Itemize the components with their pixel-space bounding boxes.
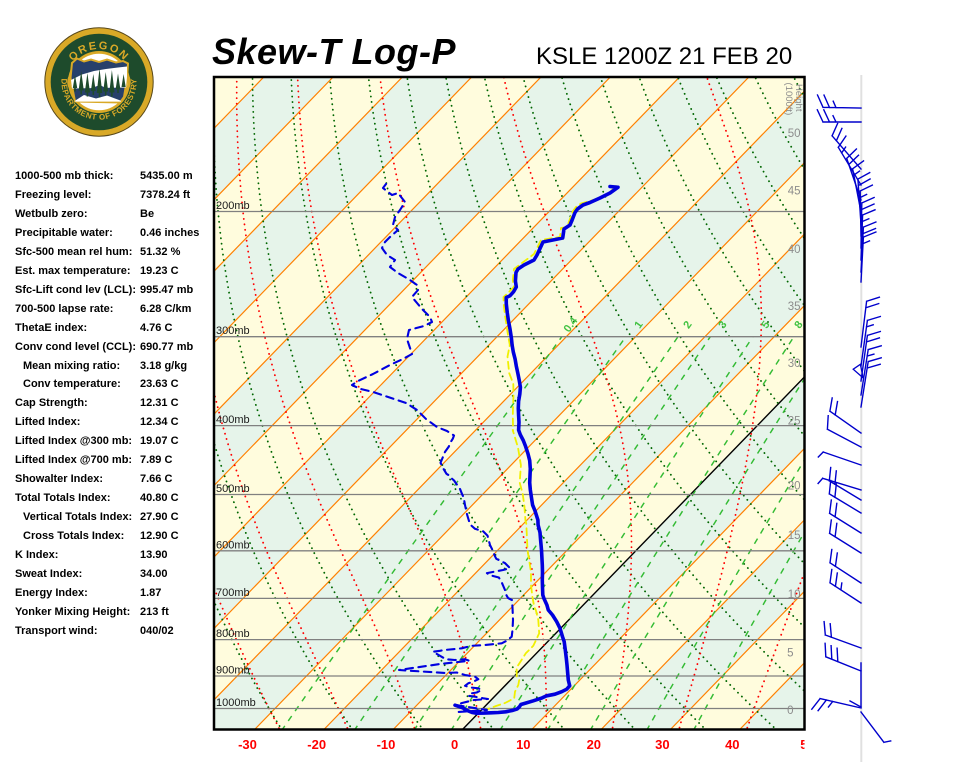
- svg-text:30: 30: [655, 737, 669, 752]
- svg-text:500mb: 500mb: [216, 483, 250, 495]
- svg-text:45: 45: [788, 186, 801, 198]
- svg-text:400mb: 400mb: [216, 414, 250, 426]
- svg-text:5: 5: [787, 647, 793, 659]
- svg-text:700mb: 700mb: [216, 587, 250, 599]
- svg-text:40: 40: [788, 244, 801, 256]
- svg-text:0: 0: [451, 737, 458, 752]
- svg-text:300mb: 300mb: [216, 325, 250, 337]
- svg-text:-10: -10: [377, 737, 396, 752]
- svg-text:600mb: 600mb: [216, 539, 250, 551]
- svg-text:50: 50: [788, 128, 801, 140]
- svg-text:10: 10: [516, 737, 530, 752]
- svg-text:10: 10: [788, 589, 801, 601]
- svg-text:200mb: 200mb: [216, 200, 250, 212]
- svg-text:40: 40: [725, 737, 739, 752]
- svg-text:50: 50: [800, 737, 814, 752]
- svg-text:30: 30: [788, 358, 801, 370]
- svg-text:25: 25: [788, 416, 801, 428]
- svg-text:20: 20: [788, 480, 801, 492]
- svg-text:-20: -20: [307, 737, 326, 752]
- svg-text:(1000ft): (1000ft): [783, 83, 794, 116]
- svg-text:20: 20: [587, 737, 601, 752]
- svg-text:0: 0: [787, 705, 793, 717]
- svg-text:15: 15: [788, 530, 801, 542]
- svg-text:900mb: 900mb: [216, 665, 250, 677]
- svg-text:Height: Height: [793, 84, 804, 112]
- svg-text:-30: -30: [238, 737, 257, 752]
- svg-text:35: 35: [788, 301, 801, 313]
- svg-text:800mb: 800mb: [216, 628, 250, 640]
- svg-text:1000mb: 1000mb: [216, 697, 256, 709]
